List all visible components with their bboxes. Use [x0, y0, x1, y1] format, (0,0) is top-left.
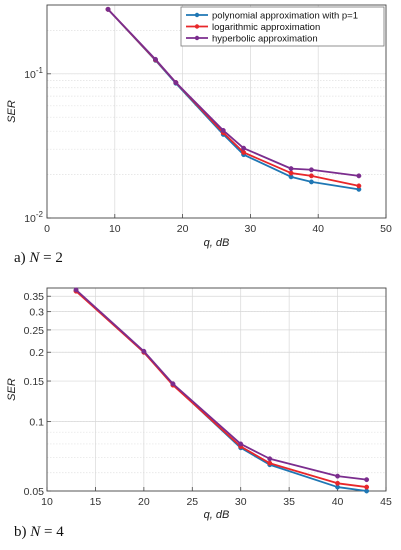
axes-frame [46, 4, 387, 219]
y-tick-base: 10 [24, 213, 36, 225]
data-point [238, 441, 244, 447]
legend-swatch-marker [194, 12, 200, 18]
data-point [220, 127, 226, 133]
data-point [308, 167, 314, 173]
x-axis: 0 10 20 30 40 50 [44, 214, 392, 235]
y-axis-label: SER [6, 100, 18, 123]
legend-item: hyperbolic approximation [186, 34, 318, 45]
y-tick-label: 0.05 [24, 486, 45, 498]
y-axis-label: SER [6, 378, 18, 401]
legend: polynomial approximation with p=1logarit… [180, 6, 385, 47]
chart-panel-b: 10 15 20 25 30 35 40 45 0.05 0.1 0.15 0.2 0.25 0.3 0.3… [6, 287, 392, 540]
series-group [105, 6, 362, 192]
x-axis-label: q, dB [204, 509, 230, 521]
y-tick-exponent: -2 [36, 210, 44, 219]
y-axis: 0.05 0.1 0.15 0.2 0.25 0.3 0.35 [24, 291, 51, 498]
x-tick-label: 0 [44, 223, 50, 235]
y-axis: 10-110-2 [24, 66, 51, 225]
caption-variable: N [28, 250, 40, 266]
legend-label: hyperbolic approximation [212, 34, 318, 45]
y-tick-label: 0.1 [29, 417, 44, 429]
data-point [356, 173, 362, 179]
data-point [356, 183, 362, 189]
data-point [173, 80, 179, 85]
data-point [267, 460, 273, 466]
plot-area [47, 288, 386, 491]
y-tick-label: 0.3 [29, 307, 44, 319]
caption-prefix: b) [14, 524, 30, 540]
data-point [335, 480, 341, 486]
y-tick-label: 0.25 [24, 325, 45, 337]
grid [47, 288, 386, 491]
x-tick-label: 35 [283, 496, 295, 508]
x-tick-label: 45 [380, 496, 392, 508]
y-tick-label: 0.15 [24, 376, 45, 388]
caption-value: = 4 [40, 524, 64, 540]
y-tick-base: 10 [24, 69, 36, 81]
caption-prefix: a) [14, 250, 29, 266]
x-tick-label: 50 [380, 223, 392, 235]
data-point [105, 6, 111, 12]
data-point [308, 179, 314, 185]
x-tick-label: 40 [332, 496, 344, 508]
data-point [241, 149, 247, 155]
data-point [288, 170, 294, 176]
data-point [267, 456, 273, 462]
series-line [107, 8, 359, 177]
data-point [364, 484, 370, 490]
data-point [308, 173, 314, 179]
data-point [288, 166, 294, 172]
x-tick-label: 40 [312, 223, 324, 235]
x-tick-label: 10 [41, 496, 53, 508]
data-point [335, 473, 341, 479]
legend-box [180, 6, 385, 47]
caption-value: = 2 [39, 250, 62, 266]
legend-label: logarithmic approximation [212, 22, 320, 33]
data-point [73, 287, 79, 293]
panel-caption: a) N = 2 [14, 250, 63, 266]
series-group [73, 287, 370, 494]
legend-swatch-marker [194, 35, 200, 41]
legend-item: logarithmic approximation [186, 22, 320, 33]
y-tick-exponent: -1 [36, 66, 44, 75]
panel-caption: b) N = 4 [14, 524, 64, 540]
series-3 [105, 6, 362, 179]
data-point [241, 145, 247, 151]
x-tick-label: 15 [90, 496, 102, 508]
data-point [170, 381, 176, 387]
caption-variable: N [29, 524, 41, 540]
data-point [364, 477, 370, 483]
axes-frame [46, 287, 387, 492]
series-3 [73, 287, 370, 483]
x-tick-label: 30 [245, 223, 257, 235]
data-point [141, 348, 147, 354]
x-tick-label: 20 [138, 496, 150, 508]
x-axis-label: q, dB [204, 237, 230, 249]
y-tick-label: 0.35 [24, 291, 45, 303]
x-tick-label: 25 [186, 496, 198, 508]
y-tick-label: 0.2 [29, 347, 44, 359]
x-tick-label: 30 [235, 496, 247, 508]
y-tick-label: 10-2 [24, 210, 43, 225]
x-tick-label: 20 [177, 223, 189, 235]
legend-item: polynomial approximation with p=1 [186, 11, 358, 22]
legend-label: polynomial approximation with p=1 [212, 11, 358, 22]
data-point [153, 56, 158, 62]
x-axis: 10 15 20 25 30 35 40 45 [41, 487, 392, 508]
legend-swatch-marker [194, 24, 200, 29]
y-tick-label: 10-1 [24, 66, 43, 81]
x-tick-label: 10 [109, 223, 121, 235]
